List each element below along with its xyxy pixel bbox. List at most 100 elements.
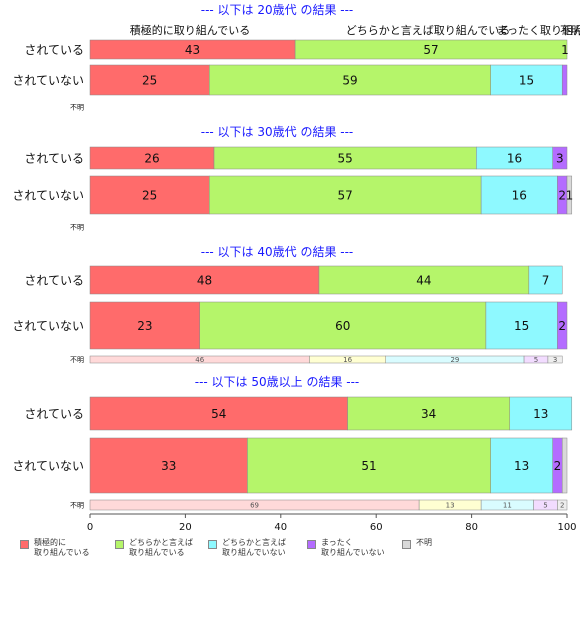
bar-segment (509, 396, 573, 431)
legend-item: どちらかと言えば 取り組んでいる (115, 538, 193, 558)
value-label: 7 (542, 274, 550, 288)
bar-segment (547, 355, 563, 364)
bar-segment (247, 437, 491, 494)
value-label: 48 (197, 274, 212, 288)
value-label: 26 (144, 152, 159, 166)
group-title: --- 以下は 40歳代 の結果 --- (201, 245, 354, 259)
bar-segment (89, 301, 200, 350)
value-label: 54 (211, 407, 226, 421)
group-title: --- 以下は 20歳代 の結果 --- (201, 3, 354, 17)
value-label: 59 (342, 74, 357, 88)
value-label: 33 (161, 459, 176, 473)
legend-label: どちらかと言えば 取り組んでいる (129, 538, 193, 557)
value-label: 1 (561, 43, 569, 57)
bar-segment (566, 175, 573, 215)
value-label: 13 (514, 459, 529, 473)
top-category-label: 不明 (560, 24, 580, 37)
row-label: されていない (12, 459, 84, 473)
bar-segment (294, 39, 568, 60)
bar-segment (347, 396, 511, 431)
legend-swatch (208, 540, 217, 549)
value-label: 55 (338, 152, 353, 166)
row-label: されていない (12, 74, 84, 88)
value-label: 57 (338, 189, 353, 203)
row-label: されている (24, 43, 84, 57)
bar-segment (89, 437, 248, 494)
bar-segment (561, 437, 568, 494)
value-label: 44 (416, 274, 431, 288)
top-category-label: どちらかと言えば取り組んでいる (346, 24, 510, 37)
legend-label: 積極的に 取り組んでいる (34, 538, 90, 557)
row-label: 不明 (70, 356, 84, 364)
x-tick-label: 100 (557, 522, 576, 533)
bar-segment (209, 175, 482, 215)
bar-segment (557, 301, 568, 350)
bar-segment (485, 301, 558, 350)
legend-item: まったく 取り組んでいない (307, 538, 385, 558)
value-label: 69 (250, 502, 259, 510)
value-label: 29 (450, 356, 459, 364)
bar-segment (490, 437, 553, 494)
legend-item: 積極的に 取り組んでいる (20, 538, 90, 558)
bar-segment (209, 64, 491, 96)
bar-segment (318, 265, 530, 295)
value-label: 2 (558, 319, 566, 333)
value-label: 5 (534, 356, 538, 364)
value-label: 2 (554, 459, 562, 473)
bar-segment (89, 175, 210, 215)
legend-swatch (402, 540, 411, 549)
bar-segment (528, 265, 563, 295)
bar-segment (89, 265, 320, 295)
value-label: 43 (185, 43, 200, 57)
x-tick-label: 40 (274, 522, 287, 533)
bar-segment (557, 499, 568, 511)
value-label: 46 (195, 356, 204, 364)
row-label: 不明 (70, 104, 84, 112)
legend-label: まったく 取り組んでいない (321, 538, 385, 557)
row-label: されている (24, 274, 84, 288)
group-title: --- 以下は 30歳代 の結果 --- (201, 125, 354, 139)
value-label: 5 (543, 502, 547, 510)
legend-label: どちらかと言えば 取り組んでいない (222, 538, 286, 557)
x-tick-label: 0 (87, 522, 93, 533)
value-label: 34 (421, 407, 436, 421)
value-label: 11 (503, 502, 512, 510)
value-label: 25 (142, 189, 157, 203)
group-title: --- 以下は 50歳以上 の結果 --- (195, 375, 360, 389)
row-label: されていない (12, 319, 84, 333)
row-label: されている (24, 407, 84, 421)
value-label: 15 (519, 74, 534, 88)
row-label: 不明 (70, 224, 84, 232)
value-label: 1 (566, 189, 574, 203)
value-label: 16 (512, 189, 527, 203)
row-label: されている (24, 152, 84, 166)
x-tick-label: 80 (465, 522, 478, 533)
legend-swatch (307, 540, 316, 549)
legend-swatch (20, 540, 29, 549)
value-label: 2 (558, 189, 566, 203)
value-label: 3 (553, 356, 557, 364)
top-category-label: 積極的に取り組んでいる (130, 23, 250, 37)
value-label: 16 (507, 152, 522, 166)
value-label: 16 (343, 356, 352, 364)
bar-segment (89, 396, 348, 431)
bar-segment (199, 301, 487, 350)
legend-item: 不明 (402, 538, 432, 549)
x-tick-label: 20 (179, 522, 192, 533)
legend: 積極的に 取り組んでいる どちらかと言えば 取り組んでいる どちらかと言えば 取り組… (20, 538, 580, 578)
x-tick-label: 60 (370, 522, 383, 533)
value-label: 51 (361, 459, 376, 473)
bar-segment (89, 64, 210, 96)
value-label: 13 (533, 407, 548, 421)
bar-segment (480, 175, 558, 215)
bar-segment (552, 146, 568, 170)
value-label: 23 (137, 319, 152, 333)
value-label: 57 (423, 43, 438, 57)
row-label: 不明 (70, 502, 84, 510)
value-label: 2 (560, 502, 564, 510)
row-label: されていない (12, 189, 84, 203)
legend-item: どちらかと言えば 取り組んでいない (208, 538, 286, 558)
legend-swatch (115, 540, 124, 549)
